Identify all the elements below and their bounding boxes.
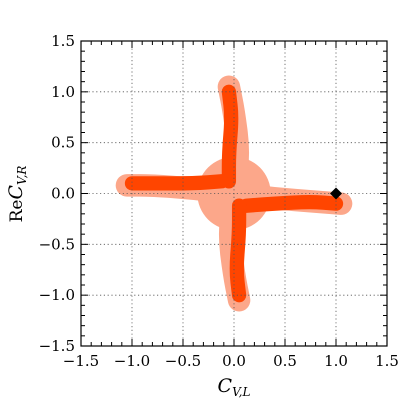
y-axis-label: ReCV,R xyxy=(5,166,29,223)
region-inner-arm xyxy=(221,84,239,189)
x-tick-label: −1.5 xyxy=(63,352,99,370)
y-tick-label: 1.0 xyxy=(51,83,75,101)
x-tick-label: 0.0 xyxy=(222,352,246,370)
axis-ticks xyxy=(80,40,388,347)
y-tick-label: 1.5 xyxy=(51,32,75,50)
marker-layer xyxy=(330,187,342,200)
x-tick-label: 1.5 xyxy=(375,352,399,370)
region-inner-arm xyxy=(239,195,344,213)
x-tick-label: 0.5 xyxy=(273,352,297,370)
y-tick-label: −1.0 xyxy=(39,286,75,304)
y-tick-labels: −1.5 −1.0 −0.5 0.0 0.5 1.0 1.5 xyxy=(39,32,75,355)
y-tick-label: 0.0 xyxy=(51,185,75,203)
x-tick-label: 1.0 xyxy=(324,352,348,370)
region-inner-arm xyxy=(229,198,247,303)
marker-diamond xyxy=(330,187,342,200)
x-tick-label: −1.0 xyxy=(114,352,150,370)
y-tick-label: −1.5 xyxy=(39,337,75,355)
x-axis-label: CV,L xyxy=(218,375,251,399)
confidence-regions xyxy=(115,75,353,312)
y-tick-label: −0.5 xyxy=(39,235,75,253)
y-tick-label: 0.5 xyxy=(51,134,75,152)
region-inner xyxy=(124,84,344,303)
x-tick-labels: −1.5 −1.0 −0.5 0.0 0.5 1.0 1.5 xyxy=(63,352,399,370)
region-inner-arm xyxy=(124,174,229,191)
x-tick-label: −0.5 xyxy=(165,352,201,370)
